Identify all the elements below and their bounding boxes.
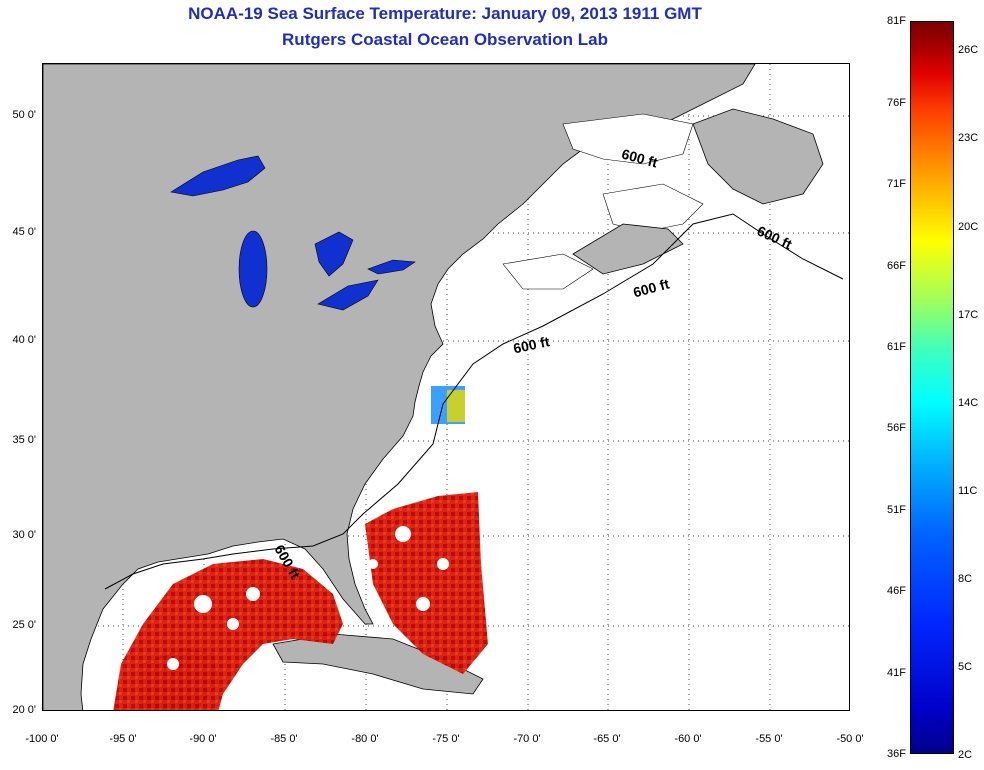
lon-tick-label: -65 0'	[593, 733, 621, 745]
sst-swath-atlantic	[365, 492, 488, 674]
coastal-gaps	[502, 113, 704, 290]
colorbar-f-label: 41F	[887, 667, 906, 679]
lon-tick-label: -90 0'	[189, 733, 217, 745]
colorbar-f-label: 66F	[887, 260, 906, 272]
colorbar-f-label: 81F	[887, 15, 906, 27]
isobath-label: 600 ft	[755, 222, 795, 252]
lon-tick-label: -85 0'	[270, 733, 298, 745]
lon-tick-label: -55 0'	[755, 733, 783, 745]
lat-tick-label: 30 0'	[12, 529, 36, 541]
lon-tick-label: -75 0'	[432, 733, 460, 745]
colorbar-f-label: 61F	[887, 341, 906, 353]
colorbar-f-label: 36F	[887, 748, 906, 760]
colorbar-c-label: 11C	[958, 485, 978, 497]
colorbar-c-label: 20C	[958, 221, 979, 233]
lat-tick-label: 20 0'	[12, 704, 36, 716]
map-canvas: 600 ft 600 ft 600 ft 600 ft 600 ft	[43, 64, 849, 710]
lon-tick-label: -100 0'	[25, 733, 59, 745]
colorbar-f-label: 76F	[887, 97, 906, 109]
colorbar-c-label: 5C	[958, 661, 973, 673]
colorbar-f-label: 46F	[887, 585, 906, 597]
colorbar-c-label: 17C	[958, 309, 979, 321]
lon-tick-label: -80 0'	[351, 733, 379, 745]
isobath-600ft	[104, 213, 844, 590]
lon-tick-label: -60 0'	[674, 733, 702, 745]
lon-tick-label: -95 0'	[109, 733, 137, 745]
isobath-label: 600 ft	[512, 333, 551, 356]
colorbar-c-label: 26C	[958, 44, 979, 56]
lat-tick-label: 45 0'	[12, 226, 36, 238]
land-nova-scotia	[572, 223, 684, 275]
great-lakes	[170, 155, 416, 311]
isobath-label: 600 ft	[631, 275, 671, 300]
colorbar-c-label: 8C	[958, 573, 973, 585]
lat-tick-label: 25 0'	[12, 619, 36, 631]
colorbar-f-label: 56F	[887, 422, 906, 434]
sst-map[interactable]: 600 ft 600 ft 600 ft 600 ft 600 ft	[42, 63, 850, 711]
land-cuba	[272, 633, 484, 695]
lat-tick-label: 35 0'	[12, 434, 36, 446]
lat-tick-label: 40 0'	[12, 334, 36, 346]
colorbar-c-label: 2C	[958, 749, 973, 761]
colorbar-c-label: 14C	[958, 397, 979, 409]
land-newfoundland	[692, 108, 824, 205]
lat-tick-label: 50 0'	[12, 109, 36, 121]
lon-tick-label: -50 0'	[836, 733, 864, 745]
sst-patch-hatteras-warm	[447, 390, 465, 422]
chart-title: NOAA-19 Sea Surface Temperature: January…	[188, 4, 702, 23]
land-north-america	[43, 64, 756, 710]
cloud-cover	[167, 526, 449, 670]
colorbar-c-label: 23C	[958, 132, 979, 144]
colorbar-f-label: 51F	[887, 504, 906, 516]
chart-subtitle: Rutgers Coastal Ocean Observation Lab	[282, 30, 608, 49]
lon-tick-label: -70 0'	[513, 733, 541, 745]
colorbar-f-label: 71F	[887, 178, 906, 190]
temperature-colorbar	[910, 21, 954, 754]
sst-swath-gulf	[113, 559, 343, 710]
